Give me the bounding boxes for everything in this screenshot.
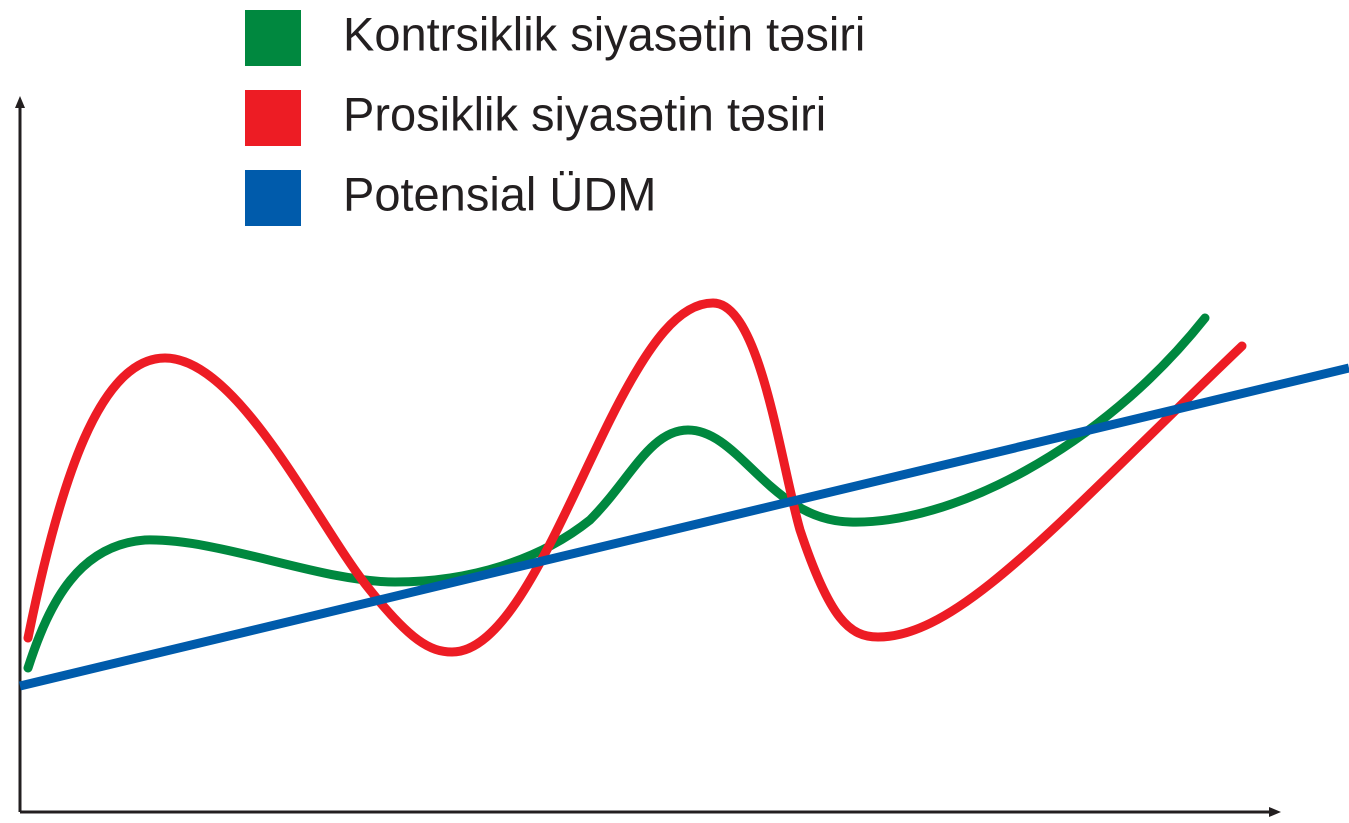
legend-swatch <box>245 90 301 146</box>
countercyclical-curve <box>23 313 1210 673</box>
legend-label: Prosiklik siyasətin təsiri <box>343 87 826 140</box>
legend-swatch <box>245 10 301 66</box>
legend-label: Kontrsiklik siyasətin təsiri <box>343 7 865 60</box>
legend-label: Potensial ÜDM <box>343 167 656 220</box>
curves <box>18 298 1349 691</box>
legend: Kontrsiklik siyasətin təsiri Prosiklik si… <box>245 7 865 226</box>
legend-swatch <box>245 170 301 226</box>
potential-gdp-line <box>18 363 1349 691</box>
procyclical-curve <box>23 298 1247 657</box>
